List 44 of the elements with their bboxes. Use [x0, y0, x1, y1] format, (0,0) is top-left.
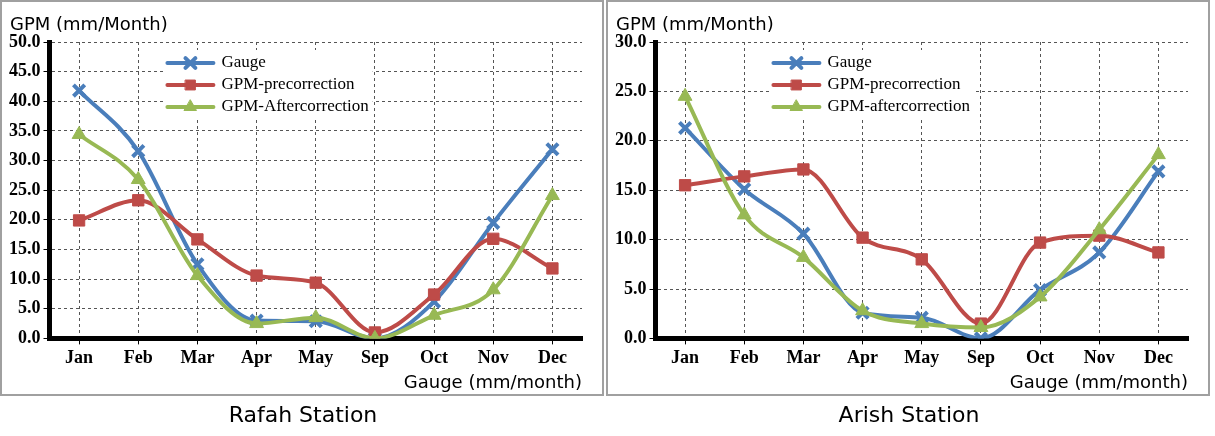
x-tick-label: Sep [966, 346, 995, 367]
text: Arish Station [837, 402, 981, 427]
x-tick-label: Mar [180, 346, 215, 367]
y-tick-label: 25.0 [9, 178, 41, 199]
y-tick-label: 0.0 [624, 327, 647, 348]
y-tick-label: 25.0 [615, 80, 647, 101]
x-tick-label: Nov [477, 346, 509, 367]
x-tick-label: Jan [65, 346, 94, 367]
x-tick-label: May [904, 346, 940, 367]
y-tick-label: 45.0 [9, 60, 41, 81]
x-tick-label: Oct [1026, 346, 1055, 367]
x-tick-label: Apr [241, 346, 273, 367]
x-tick-label: Jan [671, 346, 700, 367]
legend-label: GPM-aftercorrection [827, 96, 971, 116]
legend-label: Gauge [221, 52, 266, 72]
y-tick-label: 20.0 [615, 129, 647, 150]
y-tick-label: 20.0 [9, 208, 41, 229]
legend-label: GPM-precorrection [221, 74, 356, 94]
x-tick-label: Dec [537, 346, 567, 367]
y-tick-label: 15.0 [615, 178, 647, 199]
x-tick-label: May [298, 346, 334, 367]
x-axis-title: Gauge (mm/month) [403, 370, 582, 392]
x-tick-label: Oct [420, 346, 449, 367]
legend-label: Gauge [827, 52, 872, 72]
y-tick-label: 0.0 [18, 327, 41, 348]
x-tick-label: Apr [847, 346, 879, 367]
x-axis-title: Gauge (mm/month) [1009, 370, 1188, 392]
x-tick-label: Feb [729, 346, 759, 367]
y-tick-label: 5.0 [18, 297, 41, 318]
x-tick-label: Feb [123, 346, 153, 367]
y-tick-label: 10.0 [615, 228, 647, 249]
text: Rafah Station [227, 402, 379, 427]
legend-label: GPM-Aftercorrection [221, 96, 370, 116]
x-tick-label: Sep [360, 346, 389, 367]
legend-label: GPM-precorrection [827, 74, 962, 94]
y-tick-label: 35.0 [9, 119, 41, 140]
y-tick-label: 5.0 [624, 277, 647, 298]
y-tick-label: 15.0 [9, 238, 41, 259]
x-tick-label: Mar [786, 346, 821, 367]
y-tick-label: 30.0 [9, 149, 41, 170]
x-tick-label: Dec [1143, 346, 1173, 367]
y-tick-label: 40.0 [9, 89, 41, 110]
y-tick-label: 10.0 [9, 267, 41, 288]
x-tick-label: Nov [1083, 346, 1115, 367]
